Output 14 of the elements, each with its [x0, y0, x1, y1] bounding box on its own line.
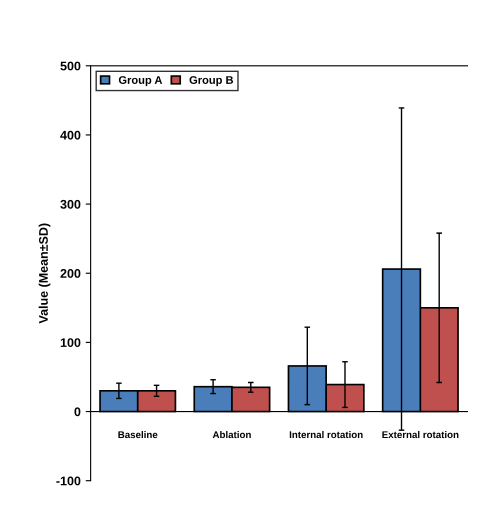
y-tick-label: 200 — [60, 269, 80, 278]
legend-label: Group B — [190, 76, 234, 86]
y-tick-label: 300 — [60, 200, 80, 209]
y-tick-label: 400 — [60, 130, 80, 140]
y-tick-label: 100 — [60, 338, 80, 348]
y-tick-label: 500 — [60, 62, 80, 70]
y-tick-label: 0 — [74, 407, 80, 416]
y-tick-label: -100 — [56, 476, 80, 486]
y-axis-title: Value (Mean±SD) — [38, 224, 50, 324]
x-tick-label: External rotation — [382, 430, 458, 438]
x-tick-label: Internal rotation — [290, 430, 363, 438]
x-tick-label: Baseline — [118, 430, 158, 438]
x-tick-label: Ablation — [212, 430, 251, 438]
legend-label: Group A — [118, 76, 162, 86]
